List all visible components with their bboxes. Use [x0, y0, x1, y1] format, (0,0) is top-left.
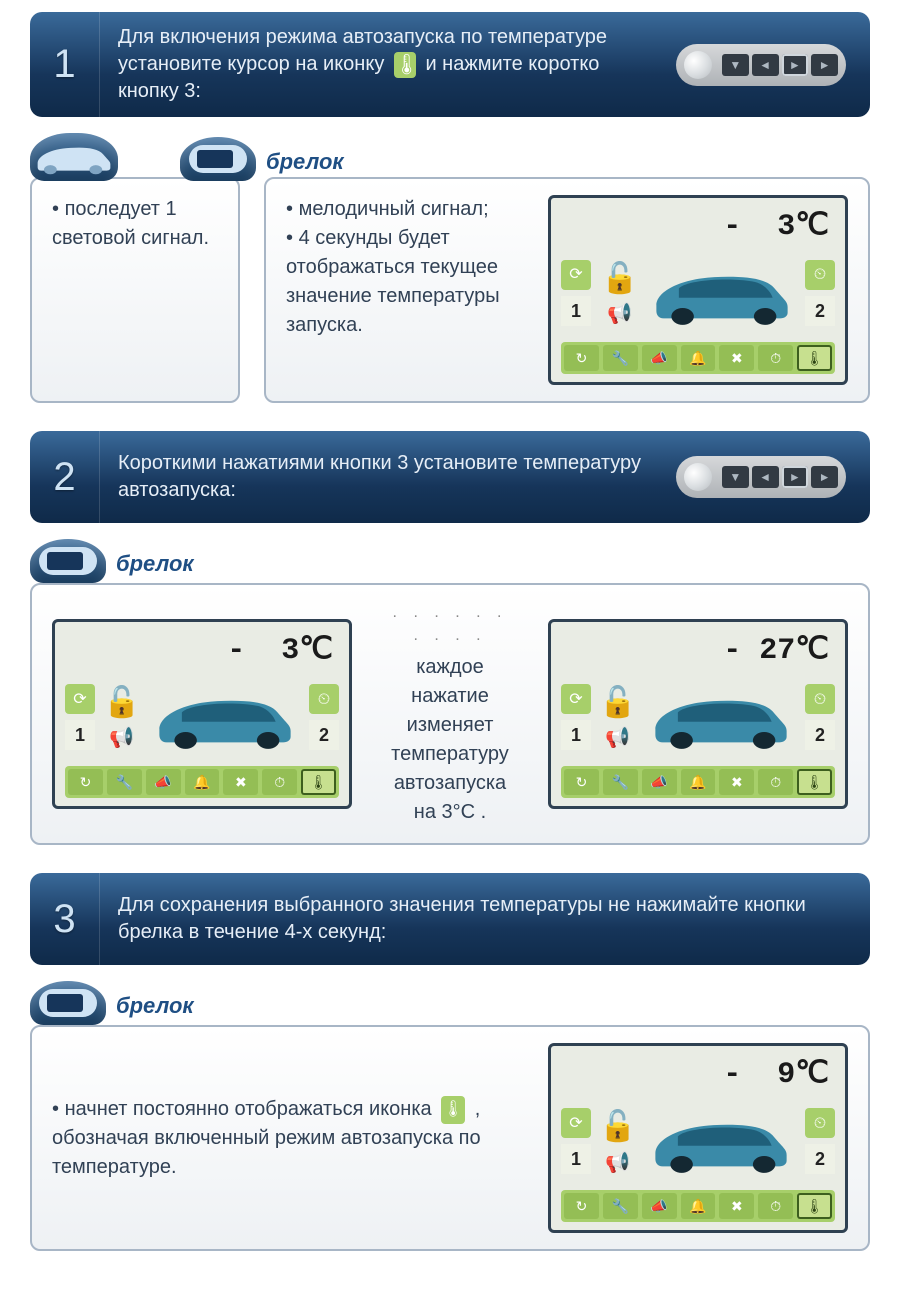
step-1-section: 1 Для включения режима автозапуска по те… [30, 12, 870, 403]
lcd-display-right: - 27℃ ⟳1 🔓📢 ⏲2 ↻ 🔧 📣 🔔 ✖ ⏱ 🌡 [548, 619, 848, 809]
remote-btn-3-highlighted-icon: ► [782, 54, 809, 76]
thermometer-inline-icon: 🌡 [394, 52, 416, 78]
car-tab [30, 133, 118, 181]
remote-btn-2-icon: ◄ [752, 54, 779, 76]
lock-open-icon: 🔓 [601, 257, 638, 301]
fob-tab-label: брелок [116, 993, 194, 1025]
left-status-icon: ⟳ [561, 260, 591, 290]
left-num-1: 1 [561, 296, 591, 326]
fob-tab-label: брелок [116, 551, 194, 583]
remote-btn-1-icon: ▼ [722, 54, 749, 76]
step-2-section: 2 Короткими нажатиями кнопки 3 установит… [30, 431, 870, 845]
car-tab-icon [30, 133, 118, 181]
speaker-icon: 📢 [607, 300, 632, 329]
lcd-temperature-left: - 3℃ [65, 630, 339, 668]
remote-led-icon [684, 463, 712, 491]
lcd-temperature-right: - 27℃ [561, 630, 835, 668]
car-graphic [646, 258, 797, 328]
remote-illustration: ▼ ◄ ► ► [670, 12, 870, 117]
fob-tab-icon [180, 137, 256, 181]
lcd-bottom-bar: ↻ 🔧 📣 🔔 ✖ ⏱ 🌡 [561, 342, 835, 374]
lcd-temperature: - 9℃ [561, 1054, 835, 1092]
thermometer-cell-highlighted: 🌡 [797, 345, 832, 371]
fob-tab-icon [30, 981, 106, 1025]
fob-tab-icon [30, 539, 106, 583]
remote-illustration: ▼ ◄ ► ► [670, 431, 870, 523]
remote-btn-4-icon: ► [811, 54, 838, 76]
fob-tab-label: брелок [266, 149, 344, 181]
fob-response-panel: мелодичный сигнал; 4 секунды будет отобр… [264, 177, 870, 403]
right-status-icon: ⏲ [805, 260, 835, 290]
fob-item-1: мелодичный сигнал; [286, 195, 526, 224]
remote-led-icon [684, 51, 712, 79]
step-2-panel: - 3℃ ⟳1 🔓📢 ⏲2 ↻ 🔧 📣 🔔 ✖ ⏱ 🌡 . . . . . . … [30, 583, 870, 845]
lcd-display-left: - 3℃ ⟳1 🔓📢 ⏲2 ↻ 🔧 📣 🔔 ✖ ⏱ 🌡 [52, 619, 352, 809]
step-3-note: начнет постоянно отображаться иконка 🌡 ,… [52, 1095, 526, 1182]
step-1-number: 1 [30, 12, 100, 117]
step-3-header: 3 Для сохранения выбранного значения тем… [30, 873, 870, 965]
car-panel-item: последует 1 световой сигнал. [52, 195, 218, 253]
right-num-2: 2 [805, 296, 835, 326]
thermometer-chip-icon: 🌡 [441, 1096, 465, 1124]
fob-tab: брелок [30, 981, 194, 1025]
fob-tab: брелок [180, 133, 344, 181]
lcd-temperature: - 3℃ [561, 206, 835, 244]
step-3-section: 3 Для сохранения выбранного значения тем… [30, 873, 870, 1251]
step-2-text: Короткими нажатиями кнопки 3 установите … [100, 431, 670, 523]
step-1-header: 1 Для включения режима автозапуска по те… [30, 12, 870, 117]
lcd-display: - 3℃ ⟳ 1 🔓 📢 ⏲ 2 [548, 195, 848, 385]
step-1-text: Для включения режима автозапуска по темп… [100, 12, 670, 117]
step-2-note: . . . . . . . . . . каждое нажатие измен… [374, 601, 526, 827]
step-3-panel: начнет постоянно отображаться иконка 🌡 ,… [30, 1025, 870, 1251]
step-2-header: 2 Короткими нажатиями кнопки 3 установит… [30, 431, 870, 523]
fob-tab: брелок [30, 539, 194, 583]
fob-item-2: 4 секунды будет отображаться текущее зна… [286, 224, 526, 340]
dots-separator: . . . . . . . . . . [384, 601, 516, 647]
car-response-panel: последует 1 световой сигнал. [30, 177, 240, 403]
remote-btn-3-highlighted-icon: ► [782, 466, 809, 488]
step-3-text: Для сохранения выбранного значения темпе… [100, 873, 870, 965]
step-2-number: 2 [30, 431, 100, 523]
lcd-display: - 9℃ ⟳1 🔓📢 ⏲2 ↻ 🔧 📣 🔔 ✖ ⏱ 🌡 [548, 1043, 848, 1233]
step-3-number: 3 [30, 873, 100, 965]
